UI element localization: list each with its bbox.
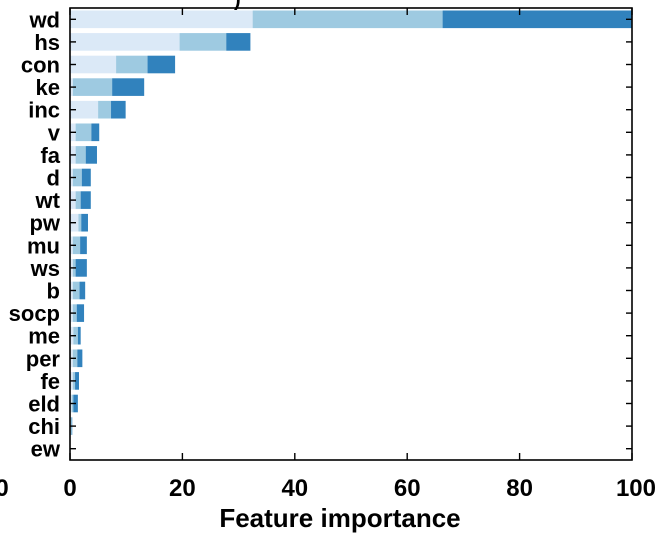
tick-marks bbox=[69, 8, 633, 460]
y-tick-label-d: d bbox=[47, 166, 60, 191]
bar-v-segment-2 bbox=[75, 123, 92, 142]
bar-me-segment-3 bbox=[77, 326, 81, 345]
y-tick-label-fa: fa bbox=[40, 143, 60, 168]
x-tick-labels: 0 20 40 60 80 100 bbox=[63, 475, 656, 502]
bar-fa-segment-3 bbox=[85, 146, 97, 164]
bar-d-segment-3 bbox=[81, 168, 91, 187]
bar-d-segment-2 bbox=[72, 168, 82, 187]
bar-ke-segment-3 bbox=[112, 78, 145, 96]
bar-wd-segment-3 bbox=[442, 10, 632, 29]
y-tick-label-socp: socp bbox=[9, 301, 60, 326]
y-tick-label-v: v bbox=[48, 120, 61, 145]
bar-hs-segment-3 bbox=[226, 33, 251, 51]
y-tick-label-chi: chi bbox=[28, 414, 60, 439]
bar-fa-segment-2 bbox=[75, 146, 86, 164]
bar-inc-segment-1 bbox=[70, 100, 99, 119]
plot-frame bbox=[69, 7, 633, 461]
bar-hs-segment-2 bbox=[179, 33, 227, 51]
bar-b-segment-2 bbox=[72, 281, 80, 300]
x-tick-label-100: 100 bbox=[616, 475, 656, 502]
y-tick-label-pw: pw bbox=[29, 211, 60, 236]
bar-con-segment-3 bbox=[147, 55, 176, 74]
bar-hs-segment-1 bbox=[70, 33, 180, 51]
x-axis-title: Feature importance bbox=[219, 503, 460, 533]
bar-pw-segment-2 bbox=[78, 213, 82, 232]
bar-wd-segment-1 bbox=[70, 10, 253, 29]
x-tick-label-80: 80 bbox=[506, 475, 533, 502]
bar-ke-segment-2 bbox=[72, 78, 113, 96]
y-tick-label-me: me bbox=[28, 324, 60, 349]
y-tick-label-per: per bbox=[26, 346, 61, 371]
bar-socp-segment-3 bbox=[76, 304, 85, 322]
bar-inc-segment-3 bbox=[111, 100, 126, 119]
bar-mu-segment-2 bbox=[72, 236, 81, 255]
x-tick-label-40: 40 bbox=[281, 475, 308, 502]
x-tick-label-60: 60 bbox=[394, 475, 421, 502]
bar-mu-segment-3 bbox=[80, 236, 87, 255]
bars-layer bbox=[70, 10, 632, 435]
clipped-left-tick-label: 0 bbox=[0, 475, 9, 502]
y-tick-labels: wdhsconkeincvfadwtpwmuwsbsocpmeperfeeldc… bbox=[9, 7, 61, 461]
y-tick-label-wt: wt bbox=[35, 188, 61, 213]
y-tick-label-mu: mu bbox=[27, 233, 60, 258]
bar-wt-segment-2 bbox=[75, 191, 81, 209]
bar-ws-segment-3 bbox=[75, 259, 87, 277]
y-tick-label-ke: ke bbox=[36, 75, 60, 100]
bar-con-segment-2 bbox=[116, 55, 148, 74]
y-tick-label-wd: wd bbox=[28, 7, 60, 32]
y-tick-label-ew: ew bbox=[31, 437, 61, 462]
y-tick-label-eld: eld bbox=[28, 392, 60, 417]
bar-fe-segment-3 bbox=[75, 372, 79, 390]
bar-con-segment-1 bbox=[70, 55, 117, 74]
y-tick-label-ws: ws bbox=[30, 256, 60, 281]
clipped-title-fragment: ) bbox=[234, 0, 241, 11]
bar-v-segment-3 bbox=[91, 123, 100, 142]
bar-pw-segment-3 bbox=[81, 213, 88, 232]
x-tick-label-20: 20 bbox=[169, 475, 196, 502]
y-tick-label-b: b bbox=[47, 279, 60, 304]
x-tick-label-0: 0 bbox=[63, 475, 76, 502]
bar-inc-segment-2 bbox=[98, 100, 112, 119]
y-tick-label-hs: hs bbox=[34, 30, 60, 55]
y-tick-label-fe: fe bbox=[40, 369, 60, 394]
y-tick-label-con: con bbox=[21, 53, 60, 78]
bar-per-segment-3 bbox=[77, 349, 83, 368]
y-tick-label-inc: inc bbox=[28, 98, 60, 123]
bar-wt-segment-3 bbox=[80, 191, 91, 209]
bar-b-segment-3 bbox=[79, 281, 86, 300]
bar-wd-segment-2 bbox=[252, 10, 443, 29]
